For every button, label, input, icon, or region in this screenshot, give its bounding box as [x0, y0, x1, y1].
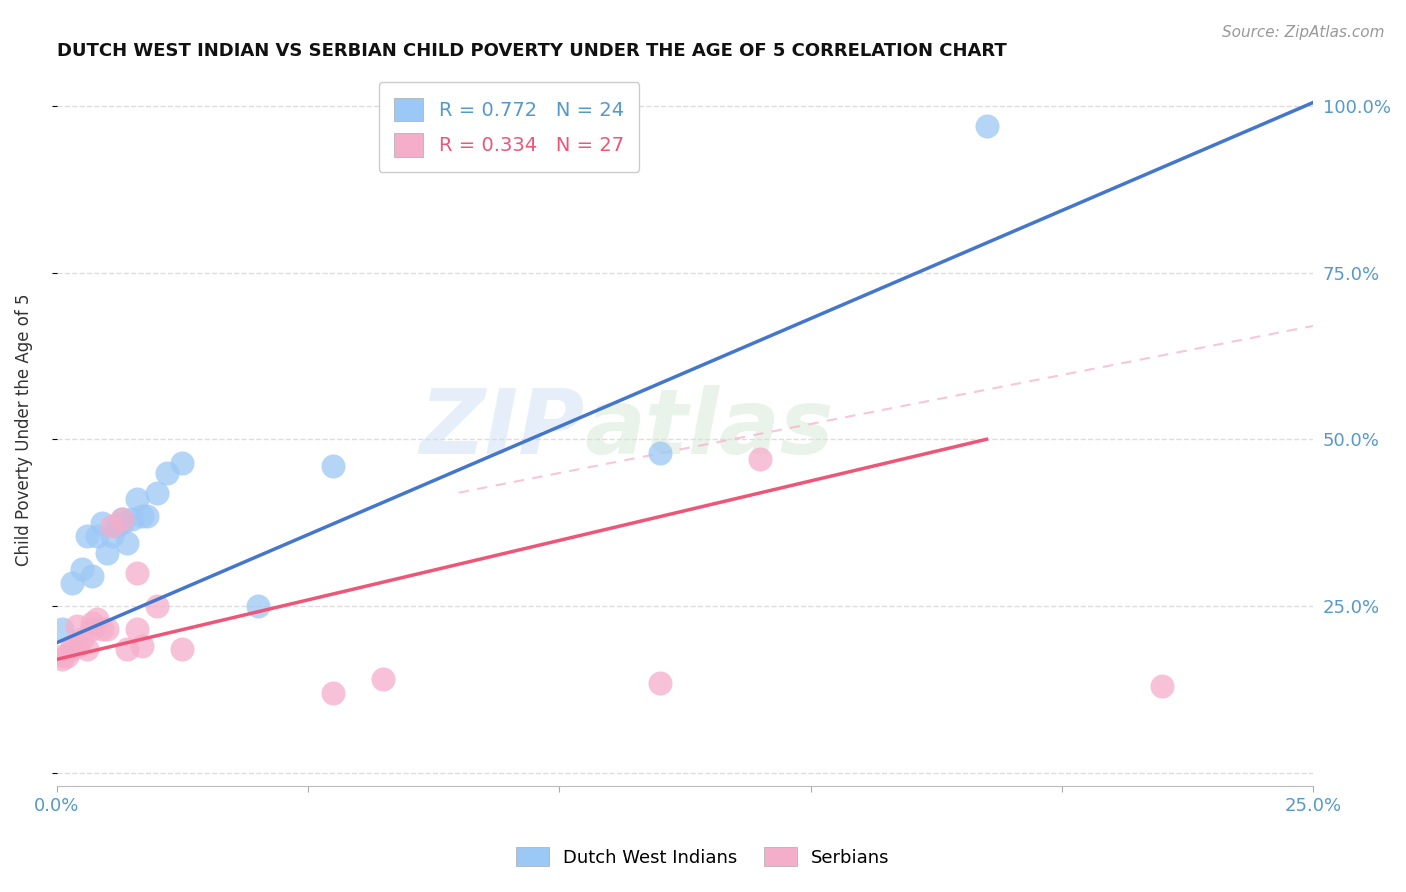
Point: [125, 623, 148, 637]
Point: [322, 458, 344, 473]
Point: [80, 623, 103, 637]
Point: [51, 649, 73, 664]
Point: [373, 673, 395, 687]
Point: [51, 652, 73, 666]
Point: [111, 512, 134, 526]
Point: [111, 512, 134, 526]
Point: [76, 529, 98, 543]
Point: [115, 642, 138, 657]
Legend: R = 0.772   N = 24, R = 0.334   N = 27: R = 0.772 N = 24, R = 0.334 N = 27: [378, 82, 640, 172]
Point: [96, 546, 118, 560]
Point: [125, 566, 148, 580]
Point: [111, 516, 134, 530]
Point: [246, 599, 269, 613]
Point: [101, 529, 124, 543]
Point: [55, 649, 77, 664]
Text: DUTCH WEST INDIAN VS SERBIAN CHILD POVERTY UNDER THE AGE OF 5 CORRELATION CHART: DUTCH WEST INDIAN VS SERBIAN CHILD POVER…: [56, 42, 1007, 60]
Point: [1152, 679, 1174, 693]
Point: [60, 575, 83, 590]
Point: [60, 639, 83, 653]
Point: [86, 529, 108, 543]
Point: [80, 569, 103, 583]
Point: [648, 445, 671, 459]
Point: [76, 642, 98, 657]
Point: [60, 642, 83, 657]
Point: [131, 508, 153, 523]
Point: [648, 675, 671, 690]
Point: [86, 612, 108, 626]
Point: [115, 535, 138, 549]
Y-axis label: Child Poverty Under the Age of 5: Child Poverty Under the Age of 5: [15, 293, 32, 566]
Text: atlas: atlas: [585, 385, 834, 474]
Point: [322, 686, 344, 700]
Point: [70, 562, 93, 576]
Point: [51, 623, 73, 637]
Point: [121, 512, 143, 526]
Point: [976, 119, 998, 133]
Point: [70, 632, 93, 647]
Point: [131, 639, 153, 653]
Point: [136, 508, 159, 523]
Point: [146, 599, 169, 613]
Point: [96, 623, 118, 637]
Point: [125, 492, 148, 507]
Point: [66, 619, 89, 633]
Point: [105, 519, 128, 533]
Point: [101, 519, 124, 533]
Text: ZIP: ZIP: [419, 385, 585, 474]
Point: [156, 466, 179, 480]
Point: [146, 485, 169, 500]
Point: [90, 516, 112, 530]
Point: [172, 642, 194, 657]
Point: [90, 623, 112, 637]
Legend: Dutch West Indians, Serbians: Dutch West Indians, Serbians: [509, 840, 897, 874]
Point: [172, 456, 194, 470]
Point: [80, 615, 103, 630]
Point: [749, 452, 772, 467]
Text: Source: ZipAtlas.com: Source: ZipAtlas.com: [1222, 25, 1385, 40]
Point: [66, 639, 89, 653]
